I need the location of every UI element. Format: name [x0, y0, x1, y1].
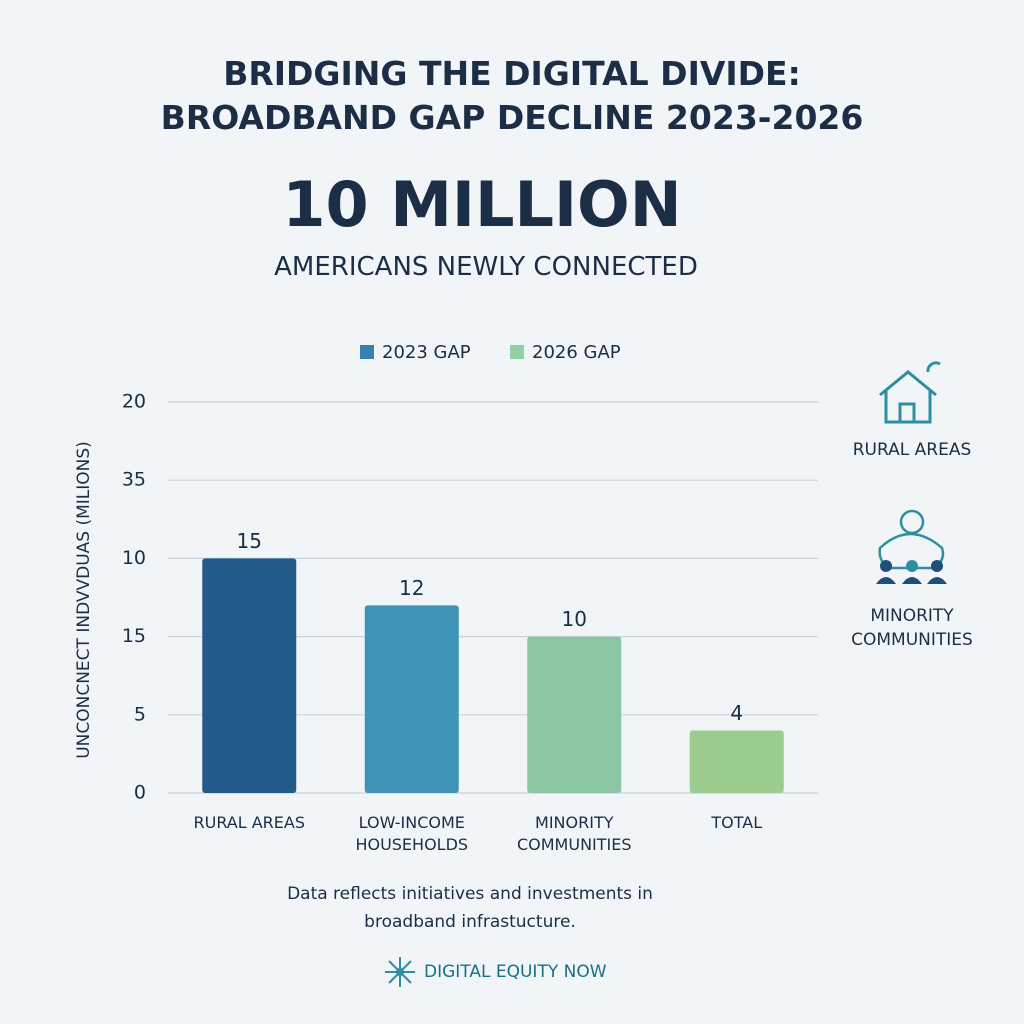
legend-label: 2023 GAP: [382, 342, 471, 363]
x-tick-label: LOW-INCOME HOUSEHOLDS: [355, 813, 469, 854]
x-tick-label: TOTAL: [711, 813, 763, 832]
x-tick-label: MINORITY COMMUNITIES: [516, 813, 632, 854]
brand-icon: [385, 957, 415, 987]
legend-swatch: [510, 345, 524, 359]
footnote: Data reflects initiatives and investment…: [287, 884, 653, 932]
y-tick-label: 15: [122, 625, 146, 647]
bar: [527, 636, 622, 793]
y-tick-label: 35: [122, 469, 146, 491]
value-label: 4: [730, 701, 743, 725]
side-label: RURAL AREAS: [853, 440, 972, 460]
title-line: BRIDGING THE DIGITAL DIVIDE:: [223, 54, 801, 93]
brand: DIGITAL EQUITY NOW: [424, 962, 607, 982]
x-tick-label: RURAL AREAS: [193, 813, 305, 832]
y-tick-label: 10: [122, 547, 146, 569]
legend-label: 2026 GAP: [532, 342, 621, 363]
y-tick-label: 0: [134, 782, 146, 804]
bar: [202, 558, 297, 793]
y-tick-label: 5: [134, 703, 146, 725]
bar: [364, 605, 459, 793]
value-label: 12: [399, 576, 424, 600]
subheadline: AMERICANS NEWLY CONNECTED: [274, 252, 698, 282]
headline: 10 MILLION: [282, 168, 682, 241]
value-label: 15: [237, 529, 262, 553]
title-line: BROADBAND GAP DECLINE 2023-2026: [160, 98, 864, 137]
community-icon: [876, 509, 947, 584]
y-tick-label: 20: [122, 391, 146, 413]
house-icon: [879, 361, 941, 424]
value-label: 10: [562, 607, 587, 631]
y-axis-label: UNCONCNECT INDVVDUAS (MILIONS): [74, 441, 94, 759]
legend-swatch: [360, 345, 374, 359]
side-label: MINORITY COMMUNITIES: [851, 606, 973, 650]
title: BRIDGING THE DIGITAL DIVIDE: BROADBAND GA…: [0, 52, 1024, 140]
bar: [689, 730, 784, 793]
